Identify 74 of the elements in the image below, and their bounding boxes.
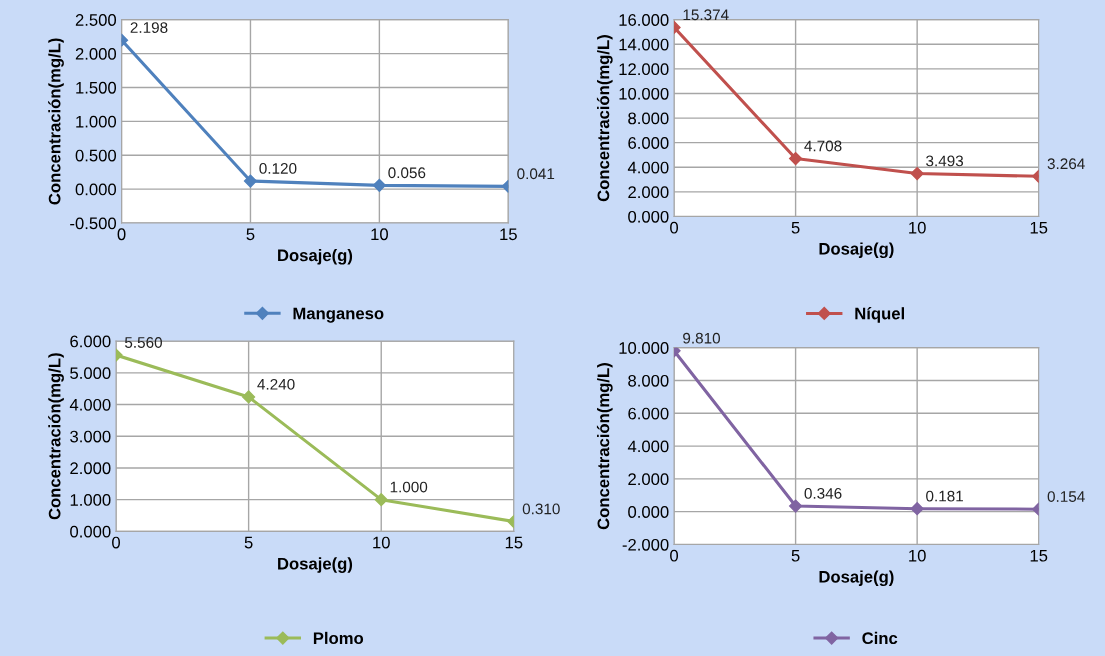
y-tick-label: 0.500 (75, 149, 117, 162)
x-tick-label: 10 (371, 228, 388, 241)
data-label: 0.041 (517, 168, 555, 180)
x-tick-label: 15 (500, 228, 517, 241)
x-axis-title: Dosaje(g) (819, 570, 894, 587)
x-tick-label: 0 (670, 549, 679, 562)
y-axis-title: Concentración(mg/L) (596, 35, 613, 202)
data-label: 1.000 (390, 481, 428, 493)
data-label: 0.120 (259, 163, 297, 174)
x-tick-label: 10 (373, 536, 390, 549)
y-tick-label: 3.000 (70, 430, 111, 443)
y-axis-title: Concentración(mg/L) (48, 38, 64, 205)
x-tick-label: 0 (117, 228, 126, 241)
y-tick-label: 16.000 (619, 14, 669, 26)
y-tick-label: -2.000 (622, 538, 669, 551)
x-tick-label: 5 (791, 221, 800, 234)
legend-label: Manganeso (293, 307, 384, 323)
y-tick-label: 4.000 (69, 398, 111, 411)
x-tick-label: 15 (505, 536, 523, 549)
y-tick-label: 4.000 (627, 440, 669, 453)
y-tick-label: 0.000 (70, 525, 111, 538)
y-axis-title: Concentración(mg/L) (48, 353, 64, 520)
data-label: 0.346 (804, 488, 842, 499)
data-label: 4.240 (257, 378, 295, 390)
y-tick-label: 10.000 (619, 342, 669, 354)
y-tick-label: 2.000 (70, 462, 111, 475)
data-label: 0.181 (926, 490, 963, 502)
data-label: 15.374 (683, 9, 729, 21)
y-tick-label: 2.000 (628, 186, 669, 199)
y-tick-label: 10.000 (619, 87, 669, 100)
data-label: 2.198 (130, 22, 168, 33)
y-tick-label: 14.000 (619, 38, 669, 51)
data-label: 0.154 (1047, 491, 1085, 502)
x-tick-label: 15 (1030, 549, 1048, 562)
y-tick-label: 0.000 (75, 183, 117, 196)
x-tick-label: 5 (244, 536, 253, 549)
x-tick-label: 0 (670, 221, 679, 234)
x-tick-label: 5 (246, 228, 255, 241)
x-tick-label: 10 (909, 549, 926, 562)
x-axis-title: Dosaje(g) (278, 248, 353, 265)
y-tick-label: 1.500 (76, 81, 117, 94)
y-tick-label: 6.000 (628, 137, 669, 149)
y-tick-label: 4.000 (627, 161, 669, 174)
data-label: 5.560 (124, 337, 162, 348)
y-tick-label: 5.000 (70, 367, 111, 380)
legend-label: Níquel (855, 307, 904, 323)
y-tick-label: 8.000 (628, 374, 669, 387)
y-tick-label: 1.000 (76, 115, 117, 128)
data-label: 9.810 (683, 332, 721, 344)
x-axis-title: Dosaje(g) (819, 242, 894, 259)
data-label: 0.056 (388, 167, 426, 179)
y-tick-label: 2.000 (75, 47, 117, 60)
legend-label: Cinc (862, 631, 898, 645)
y-tick-label: 1.000 (70, 494, 111, 506)
y-tick-label: 0.000 (628, 506, 669, 518)
y-tick-label: 2.000 (628, 473, 669, 486)
y-tick-label: 6.000 (70, 335, 111, 348)
x-tick-label: 5 (791, 549, 800, 562)
x-tick-label: 10 (909, 221, 926, 234)
y-tick-label: -0.500 (70, 217, 117, 230)
legend-label: Plomo (313, 631, 364, 645)
data-label: 3.264 (1047, 158, 1085, 170)
x-axis-title: Dosaje(g) (278, 557, 353, 573)
x-tick-label: 15 (1030, 221, 1048, 234)
y-tick-label: 12.000 (619, 63, 669, 76)
y-tick-label: 2.500 (75, 14, 117, 26)
y-tick-label: 8.000 (628, 112, 669, 125)
data-label: 4.708 (804, 140, 842, 152)
data-label: 0.310 (522, 503, 560, 515)
y-tick-label: 0.000 (628, 210, 669, 223)
x-tick-label: 0 (112, 536, 121, 549)
data-label: 3.493 (926, 155, 964, 167)
y-tick-label: 6.000 (628, 407, 669, 420)
y-axis-title: Concentración(mg/L) (596, 363, 613, 530)
